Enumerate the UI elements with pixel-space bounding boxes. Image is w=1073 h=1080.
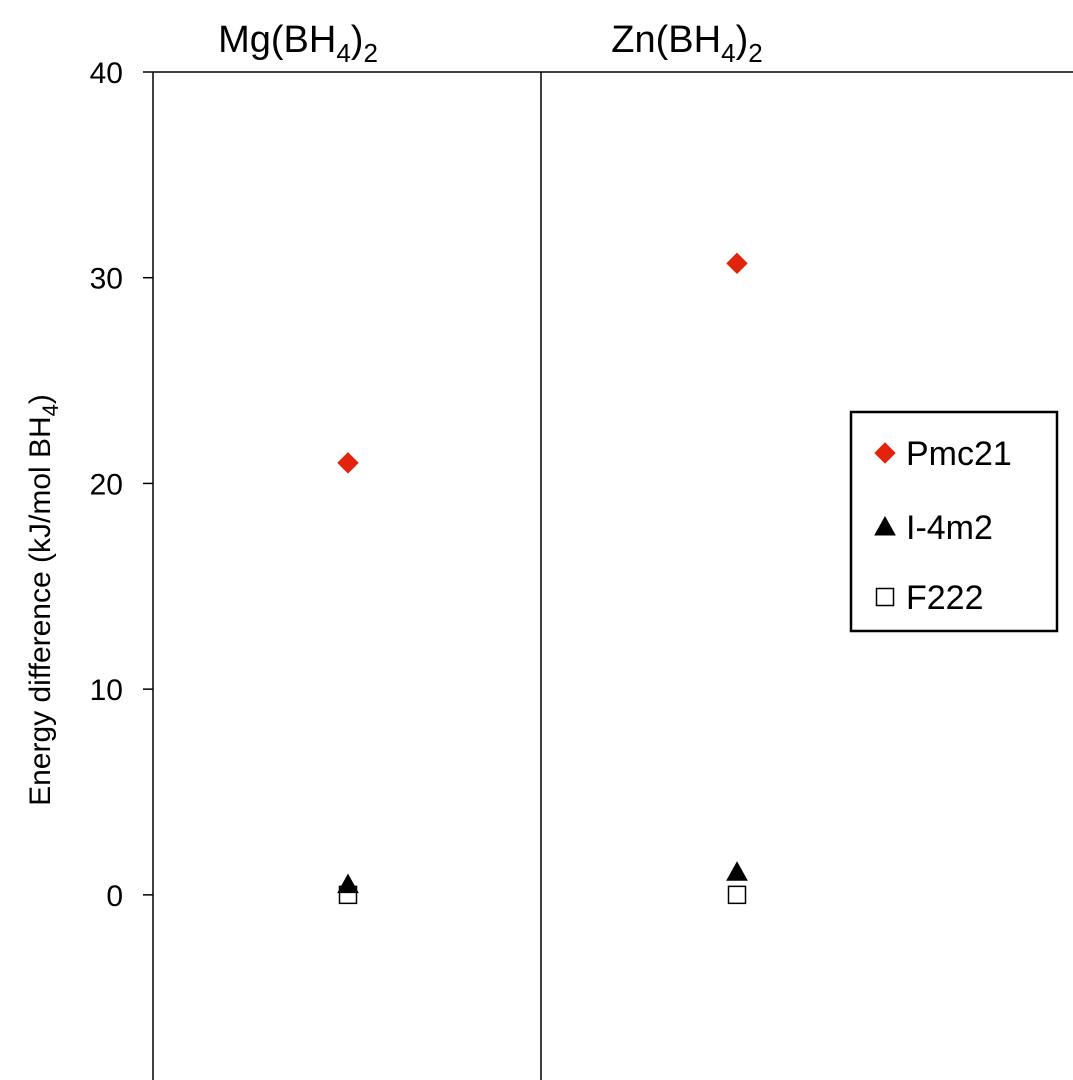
point-i-4m2	[726, 861, 748, 881]
y-tick-label: 40	[90, 57, 123, 90]
point-pmc21	[726, 252, 748, 275]
category-labels: Mg(BH4)2 Zn(BH4)2	[218, 19, 763, 68]
axes	[152, 71, 1073, 1080]
y-tick-label: 10	[90, 674, 123, 707]
point-pmc21	[337, 452, 359, 474]
y-tick-label: 30	[90, 263, 123, 296]
y-axis-title-group: Energy difference (kJ/mol BH4)	[24, 394, 63, 806]
legend-marker-i-4m2	[874, 515, 896, 536]
legend-label: F222	[906, 579, 984, 617]
category-label: Mg(BH4)2	[218, 19, 378, 68]
y-ticks: 0 10 20 30 40	[90, 57, 153, 913]
legend-label: I-4m2	[906, 509, 993, 547]
category-label: Zn(BH4)2	[611, 19, 762, 68]
point-f222	[727, 885, 747, 905]
y-tick-label: 0	[106, 880, 123, 913]
legend-marker-pmc21	[874, 442, 896, 464]
y-axis-title: Energy difference (kJ/mol BH4)	[24, 394, 63, 806]
legend-label: Pmc21	[906, 435, 1012, 473]
legend-marker-f222	[875, 587, 895, 607]
y-tick-label: 20	[90, 468, 123, 501]
legend: Pmc21 I-4m2 F222	[849, 410, 1059, 633]
data-points	[337, 252, 748, 905]
point-i-4m2	[337, 873, 359, 894]
